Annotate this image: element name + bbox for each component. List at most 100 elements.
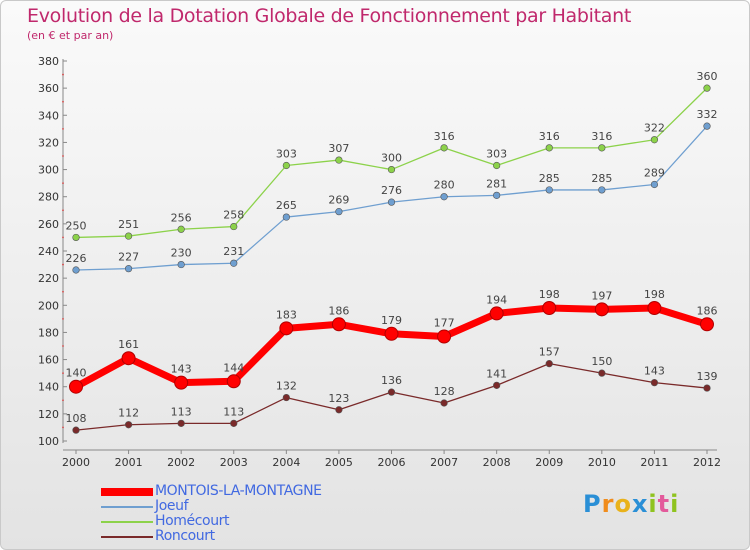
data-label: 258	[223, 209, 244, 222]
data-label: 177	[434, 317, 455, 330]
x-tick-label: 2012	[693, 456, 721, 469]
x-tick-label: 2007	[430, 456, 458, 469]
data-label: 289	[644, 167, 665, 180]
data-label: 360	[697, 70, 718, 83]
data-label: 132	[276, 380, 297, 393]
data-point	[230, 259, 238, 267]
data-label: 285	[591, 172, 612, 185]
y-tick-label: 200	[38, 299, 59, 312]
data-label: 226	[66, 252, 87, 265]
data-point	[542, 301, 557, 315]
data-label: 250	[66, 219, 87, 232]
data-label: 251	[118, 218, 139, 231]
data-point	[647, 301, 662, 315]
data-label: 179	[381, 314, 402, 327]
data-point	[650, 180, 659, 189]
data-label: 150	[591, 355, 612, 368]
y-tick-label: 380	[38, 55, 59, 68]
x-tick-label: 2010	[588, 456, 616, 469]
data-point	[335, 156, 343, 164]
data-label: 123	[328, 392, 349, 405]
data-label: 140	[66, 367, 87, 380]
data-point	[493, 191, 501, 199]
data-point	[598, 144, 606, 152]
data-point	[545, 186, 553, 194]
data-label: 144	[223, 361, 244, 374]
data-point	[72, 426, 80, 434]
data-label: 198	[644, 288, 665, 301]
data-point	[703, 384, 711, 392]
x-tick-label: 2011	[640, 456, 668, 469]
y-tick-label: 160	[38, 354, 59, 367]
y-tick-label: 100	[38, 435, 59, 448]
y-tick-label: 180	[38, 326, 59, 339]
data-point	[177, 225, 185, 233]
data-point	[124, 265, 133, 273]
data-point	[440, 193, 448, 201]
y-minor-tick	[62, 236, 64, 239]
data-label: 108	[66, 412, 87, 425]
data-label: 143	[171, 363, 192, 376]
data-point	[177, 419, 185, 427]
data-point	[177, 260, 185, 269]
y-minor-tick	[62, 100, 64, 103]
data-point	[594, 302, 609, 317]
data-label: 231	[223, 245, 244, 258]
data-label: 194	[486, 293, 507, 306]
y-minor-tick	[62, 290, 64, 293]
data-point	[545, 360, 553, 368]
chart-subtitle: (en € et par an)	[27, 29, 114, 42]
y-tick-label: 260	[38, 218, 59, 231]
data-point	[700, 317, 714, 332]
y-tick-label: 220	[38, 272, 59, 285]
data-point	[174, 375, 189, 390]
data-point	[230, 419, 238, 427]
legend-label: Homécourt	[155, 513, 230, 529]
data-label: 198	[539, 288, 560, 301]
data-label: 186	[697, 304, 718, 317]
y-tick-label: 360	[38, 82, 59, 95]
data-point	[598, 186, 606, 194]
y-minor-tick	[62, 155, 64, 157]
data-label: 285	[539, 172, 560, 185]
data-label: 265	[276, 199, 297, 212]
data-point	[282, 213, 290, 221]
legend-swatch	[101, 521, 153, 523]
data-point	[387, 388, 396, 396]
data-label: 183	[276, 308, 297, 321]
y-minor-tick	[62, 127, 64, 130]
x-tick-label: 2003	[220, 456, 248, 469]
data-label: 316	[591, 130, 612, 143]
series-layer	[69, 84, 714, 434]
legend-label: Joeuf	[155, 498, 189, 514]
data-point	[440, 399, 448, 407]
x-tick-label: 2006	[378, 456, 406, 469]
data-label: 316	[539, 130, 560, 143]
x-tick-label: 2009	[535, 456, 563, 469]
legend-swatch	[101, 536, 153, 538]
data-point	[384, 326, 399, 341]
data-label: 332	[697, 108, 718, 121]
data-label: 161	[118, 338, 139, 351]
data-label: 269	[328, 194, 349, 207]
data-label: 113	[171, 405, 192, 418]
data-point	[650, 379, 659, 387]
data-point	[331, 317, 346, 332]
data-label: 186	[328, 304, 349, 317]
data-point	[493, 161, 501, 170]
x-tick-label: 2001	[115, 456, 143, 469]
legend-swatch	[101, 506, 153, 508]
data-label: 303	[276, 148, 297, 161]
data-point	[121, 351, 136, 366]
data-point	[124, 232, 133, 240]
y-tick-label: 140	[38, 381, 59, 394]
data-point	[69, 379, 83, 394]
x-tick-label: 2002	[167, 456, 195, 469]
axes: 100 120 140 160 180 200 220 240 260 280 300 320 340 3…	[38, 55, 721, 469]
data-point	[124, 421, 133, 429]
data-labels: 226 227 230 231 265 269 276 280 281 285 285 289 332 2…	[66, 70, 718, 425]
proxiti-logo: Proxiti	[583, 490, 680, 518]
y-tick-label: 280	[38, 191, 59, 204]
